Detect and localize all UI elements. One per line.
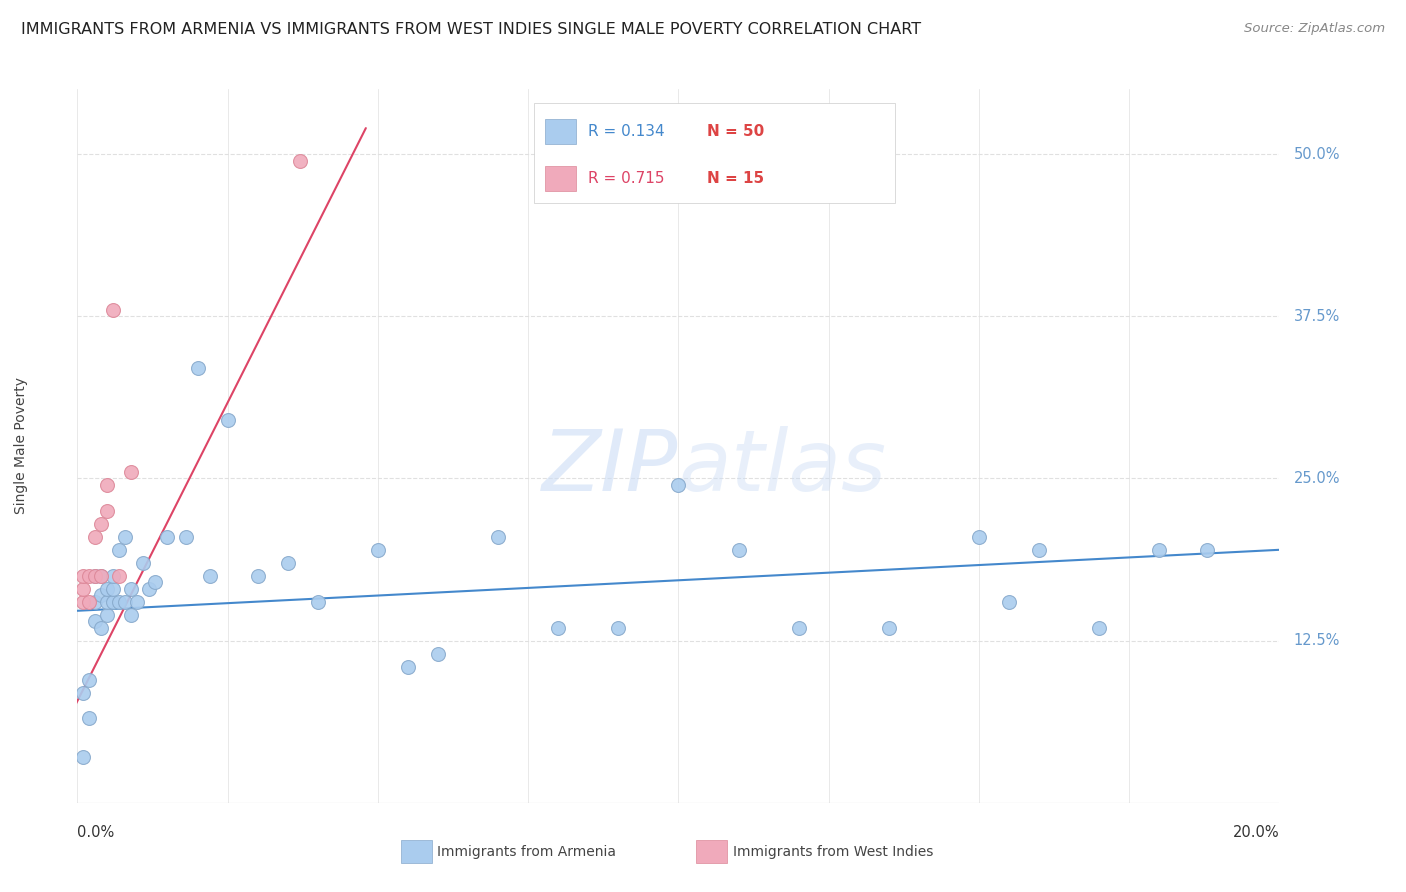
Point: [84, 595, 107, 609]
Text: Single Male Poverty: Single Male Poverty: [14, 377, 28, 515]
Text: 37.5%: 37.5%: [1294, 309, 1340, 324]
Point: [84, 568, 107, 582]
Point: [877, 621, 900, 635]
Point: [138, 582, 160, 596]
Point: [1088, 621, 1111, 635]
Text: ZIP: ZIP: [543, 425, 679, 509]
Text: R = 0.715: R = 0.715: [588, 171, 664, 186]
Point: [114, 530, 136, 544]
Point: [72, 582, 94, 596]
Text: N = 15: N = 15: [707, 171, 765, 186]
Text: Source: ZipAtlas.com: Source: ZipAtlas.com: [1244, 22, 1385, 36]
Point: [96, 595, 118, 609]
Point: [156, 530, 179, 544]
Point: [217, 413, 239, 427]
Point: [96, 478, 118, 492]
Point: [787, 621, 810, 635]
Point: [84, 568, 107, 582]
Point: [79, 568, 101, 582]
Point: [79, 673, 101, 687]
Text: R = 0.134: R = 0.134: [588, 124, 664, 139]
Point: [120, 465, 142, 479]
Point: [103, 595, 125, 609]
Point: [90, 516, 112, 531]
Point: [90, 621, 112, 635]
Text: IMMIGRANTS FROM ARMENIA VS IMMIGRANTS FROM WEST INDIES SINGLE MALE POVERTY CORRE: IMMIGRANTS FROM ARMENIA VS IMMIGRANTS FR…: [21, 22, 921, 37]
Point: [998, 595, 1021, 609]
Point: [84, 530, 107, 544]
Point: [108, 595, 131, 609]
Point: [72, 685, 94, 699]
Point: [246, 568, 269, 582]
Text: 20.0%: 20.0%: [1233, 825, 1279, 840]
Point: [367, 542, 389, 557]
Point: [90, 568, 112, 582]
Point: [967, 530, 990, 544]
Text: 0.0%: 0.0%: [77, 825, 114, 840]
Point: [96, 607, 118, 622]
Point: [72, 750, 94, 764]
Point: [186, 361, 209, 376]
Text: 50.0%: 50.0%: [1294, 146, 1340, 161]
Point: [103, 302, 125, 317]
Point: [427, 647, 450, 661]
Point: [132, 556, 155, 570]
Point: [145, 575, 167, 590]
Text: atlas: atlas: [679, 425, 886, 509]
Point: [84, 614, 107, 628]
Point: [96, 582, 118, 596]
Point: [79, 711, 101, 725]
Point: [668, 478, 690, 492]
Point: [1028, 542, 1050, 557]
Point: [103, 568, 125, 582]
Point: [90, 568, 112, 582]
Point: [1197, 542, 1219, 557]
Text: 12.5%: 12.5%: [1294, 633, 1340, 648]
Point: [307, 595, 329, 609]
Point: [96, 504, 118, 518]
Point: [72, 568, 94, 582]
Point: [396, 659, 419, 673]
Point: [120, 607, 142, 622]
Point: [79, 595, 101, 609]
Point: [198, 568, 221, 582]
Point: [103, 582, 125, 596]
Point: [174, 530, 197, 544]
Point: [727, 542, 749, 557]
Point: [288, 153, 311, 168]
Text: N = 50: N = 50: [707, 124, 765, 139]
Point: [72, 595, 94, 609]
Point: [108, 568, 131, 582]
Text: Immigrants from West Indies: Immigrants from West Indies: [733, 845, 934, 859]
Point: [127, 595, 149, 609]
Text: 25.0%: 25.0%: [1294, 471, 1340, 486]
Point: [607, 621, 630, 635]
Point: [277, 556, 299, 570]
Point: [1149, 542, 1171, 557]
Text: Immigrants from Armenia: Immigrants from Armenia: [437, 845, 616, 859]
Point: [120, 582, 142, 596]
Point: [114, 595, 136, 609]
Point: [547, 621, 569, 635]
Point: [486, 530, 509, 544]
Point: [90, 588, 112, 602]
Point: [108, 542, 131, 557]
